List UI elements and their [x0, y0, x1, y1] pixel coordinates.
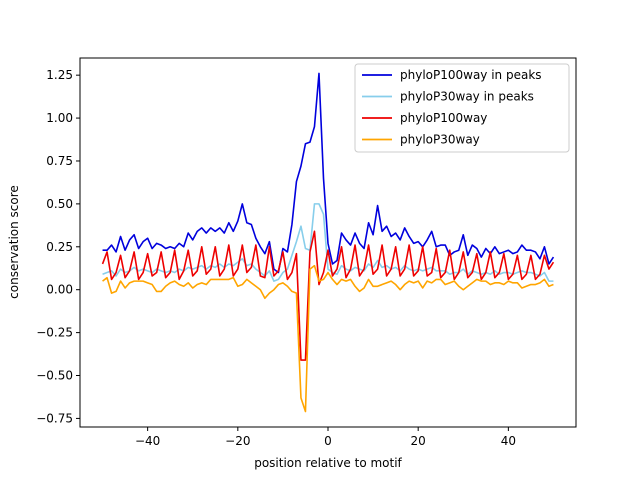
- x-tick-label: 0: [324, 434, 332, 448]
- y-tick-label: 0.75: [46, 154, 73, 168]
- y-tick-label: 1.25: [46, 68, 73, 82]
- y-tick-label: −0.75: [36, 411, 73, 425]
- x-tick-label: −20: [225, 434, 250, 448]
- legend-label-2: phyloP100way: [400, 111, 487, 125]
- series-line-0: [102, 72, 555, 274]
- x-tick-label: 40: [501, 434, 516, 448]
- y-tick-label: −0.25: [36, 326, 73, 340]
- legend-label-0: phyloP100way in peaks: [400, 68, 542, 82]
- x-tick-label: −40: [135, 434, 160, 448]
- y-tick-label: 0.50: [46, 197, 73, 211]
- series-layer: [101, 72, 555, 413]
- y-tick-label: 1.00: [46, 111, 73, 125]
- y-tick-label: 0.00: [46, 283, 73, 297]
- x-axis-label: position relative to motif: [254, 456, 402, 470]
- y-tick-label: −0.50: [36, 369, 73, 383]
- series-line-2: [101, 230, 555, 361]
- y-tick-label: 0.25: [46, 240, 73, 254]
- ticks-layer: −40 −20 0 20 40 −0.75 −0.50 −0.25 0.00 0.25 0.50 0.…: [36, 68, 516, 448]
- series-line-3: [102, 264, 554, 413]
- x-tick-label: 20: [411, 434, 426, 448]
- legend-box: [354, 63, 570, 153]
- legend: phyloP100way in peaks phyloP30way in peak…: [354, 63, 570, 153]
- legend-label-3: phyloP30way: [400, 133, 480, 147]
- y-axis-label: conservation score: [7, 185, 21, 299]
- legend-label-1: phyloP30way in peaks: [400, 90, 534, 104]
